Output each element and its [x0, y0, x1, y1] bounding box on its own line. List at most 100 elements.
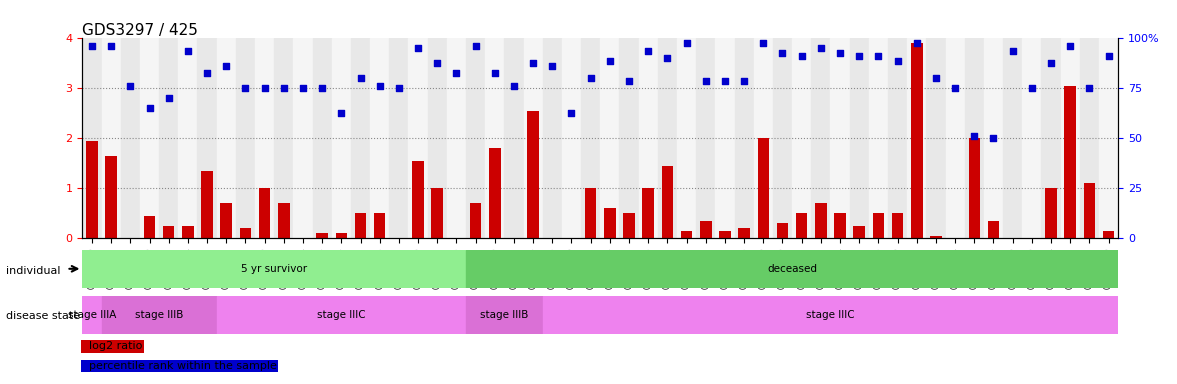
Bar [144, 216, 155, 238]
Bar [792, 38, 811, 238]
Bar [758, 138, 769, 238]
Bar [965, 38, 984, 238]
Bar [773, 38, 792, 238]
Bar [831, 38, 850, 238]
Point [255, 85, 274, 91]
Bar [293, 38, 313, 238]
Point [524, 60, 543, 66]
Point [332, 110, 351, 116]
Point [217, 63, 235, 69]
Bar [907, 38, 926, 238]
Bar [930, 235, 942, 238]
Bar [198, 38, 217, 238]
Bar [700, 220, 712, 238]
Point [889, 58, 907, 64]
Point [850, 53, 869, 59]
Point [179, 48, 198, 54]
Bar [624, 213, 634, 238]
Bar [427, 38, 447, 238]
Bar [140, 38, 159, 238]
Bar [101, 38, 121, 238]
Bar [658, 38, 677, 238]
Bar [892, 213, 903, 238]
Bar [412, 161, 424, 238]
Point [485, 70, 504, 76]
Bar [716, 38, 734, 238]
Text: stage IIIB: stage IIIB [480, 310, 528, 320]
Point [274, 85, 293, 91]
Bar [926, 38, 945, 238]
Point [581, 75, 600, 81]
Bar [834, 213, 846, 238]
Point [734, 78, 753, 84]
Point [811, 45, 830, 51]
Bar [850, 38, 869, 238]
Point [1099, 53, 1118, 59]
Point [140, 105, 159, 111]
Bar [335, 233, 347, 238]
Bar [988, 220, 999, 238]
Bar [178, 38, 198, 238]
Bar [816, 203, 826, 238]
Bar [1045, 188, 1057, 238]
Bar [447, 38, 466, 238]
Point [869, 53, 887, 59]
Bar [86, 141, 98, 238]
Bar [488, 148, 500, 238]
Text: stage IIIC: stage IIIC [806, 310, 855, 320]
Bar [240, 228, 251, 238]
Bar [121, 38, 140, 238]
Bar [466, 250, 1118, 288]
Bar [911, 43, 923, 238]
Text: stage IIIC: stage IIIC [317, 310, 366, 320]
Bar [217, 38, 235, 238]
Point [563, 110, 581, 116]
Bar [408, 38, 427, 238]
Bar [1064, 86, 1076, 238]
Bar [753, 38, 773, 238]
Bar [1003, 38, 1023, 238]
Point [1042, 60, 1060, 66]
Point [773, 50, 792, 56]
Bar [1042, 38, 1060, 238]
Bar [984, 38, 1003, 238]
Point [792, 53, 811, 59]
Point [101, 43, 120, 49]
Bar [796, 213, 807, 238]
Point [351, 75, 370, 81]
Bar [1103, 230, 1115, 238]
Text: GDS3297 / 425: GDS3297 / 425 [82, 23, 198, 38]
Point [677, 40, 696, 46]
Point [754, 40, 773, 46]
Point [965, 132, 984, 139]
Bar [182, 226, 194, 238]
Bar [777, 223, 789, 238]
Bar [643, 188, 654, 238]
Point [658, 55, 677, 61]
Bar [162, 226, 174, 238]
Bar [738, 228, 750, 238]
Point [926, 75, 945, 81]
Point [543, 63, 561, 69]
Bar [374, 213, 385, 238]
Point [697, 78, 716, 84]
Text: disease state: disease state [6, 311, 80, 321]
Bar [719, 230, 731, 238]
Bar [351, 38, 370, 238]
Bar [869, 38, 887, 238]
Point [984, 135, 1003, 141]
Bar [390, 38, 408, 238]
Bar [201, 170, 213, 238]
Point [121, 83, 140, 89]
Bar [734, 38, 753, 238]
Point [716, 78, 734, 84]
Bar [887, 38, 907, 238]
Text: percentile rank within the sample: percentile rank within the sample [82, 361, 278, 371]
Point [237, 85, 255, 91]
Bar [639, 38, 658, 238]
Point [600, 58, 619, 64]
Bar [696, 38, 716, 238]
Bar [543, 296, 1118, 334]
Point [159, 95, 178, 101]
Bar [853, 226, 865, 238]
